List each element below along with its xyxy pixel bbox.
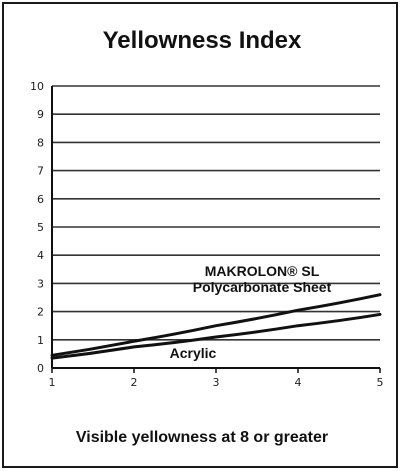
y-tick-label: 10 xyxy=(30,80,44,93)
y-tick-label: 3 xyxy=(37,277,44,290)
series-label-1-line-0: Acrylic xyxy=(170,345,217,361)
series-line-0 xyxy=(50,293,382,357)
x-tick-label: 3 xyxy=(213,376,220,389)
x-tick-label: 4 xyxy=(295,376,302,389)
series-layer xyxy=(50,293,382,360)
series-line-1 xyxy=(50,312,382,360)
y-tick-label: 7 xyxy=(37,165,44,178)
y-tick-label: 1 xyxy=(37,334,44,347)
y-tick-label: 8 xyxy=(37,136,44,149)
chart-frame xyxy=(2,2,398,468)
x-tick-label: 2 xyxy=(131,376,138,389)
chart-title: Yellowness Index xyxy=(103,27,302,54)
y-tick-label: 9 xyxy=(37,108,44,121)
x-tick-label: 5 xyxy=(377,376,384,389)
series-label-0-line-0: MAKROLON® SL xyxy=(205,263,320,279)
y-tick-label: 6 xyxy=(37,193,44,206)
x-tick-label: 1 xyxy=(49,376,56,389)
y-tick-label: 0 xyxy=(37,362,44,375)
y-tick-label: 5 xyxy=(37,221,44,234)
footnote: Visible yellowness at 8 or greater xyxy=(76,429,328,446)
y-tick-label: 4 xyxy=(37,249,44,262)
y-tick-label: 2 xyxy=(37,306,44,319)
series-label-0-line-1: Polycarbonate Sheet xyxy=(193,279,332,295)
